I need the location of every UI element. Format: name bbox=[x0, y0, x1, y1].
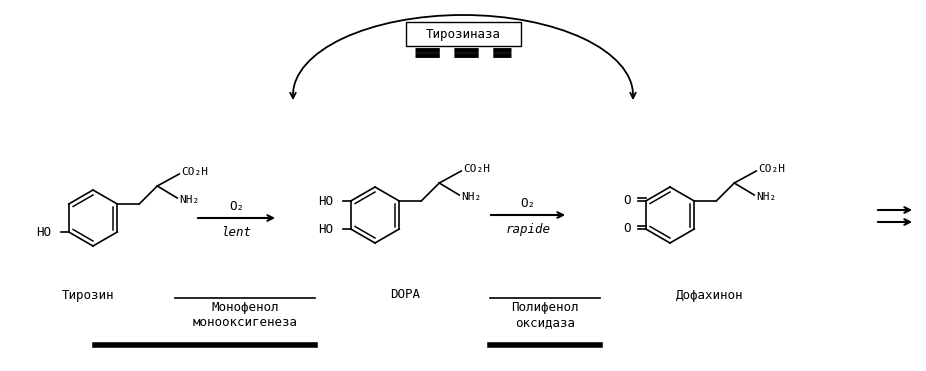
Text: Полифенол: Полифенол bbox=[511, 302, 579, 315]
Text: Тирозиназа: Тирозиназа bbox=[426, 27, 500, 40]
Text: O₂: O₂ bbox=[229, 200, 244, 213]
Text: Тирозин: Тирозин bbox=[62, 289, 114, 302]
Text: lent: lent bbox=[221, 226, 252, 239]
Text: оксидаза: оксидаза bbox=[515, 316, 575, 329]
Text: монооксигенеза: монооксигенеза bbox=[193, 316, 297, 329]
Text: DOPA: DOPA bbox=[390, 289, 420, 302]
Text: HO: HO bbox=[318, 223, 332, 236]
Text: CO₂H: CO₂H bbox=[463, 164, 490, 174]
Text: CO₂H: CO₂H bbox=[758, 164, 785, 174]
Text: O: O bbox=[623, 221, 631, 234]
Text: HO: HO bbox=[36, 226, 51, 239]
Text: HO: HO bbox=[318, 194, 332, 207]
Text: O₂: O₂ bbox=[520, 197, 535, 210]
Bar bbox=[406, 22, 520, 46]
Text: NH₂: NH₂ bbox=[461, 192, 482, 202]
Text: Монофенол: Монофенол bbox=[211, 302, 279, 315]
Text: rapide: rapide bbox=[506, 223, 550, 236]
Text: O: O bbox=[623, 194, 631, 207]
Text: NH₂: NH₂ bbox=[757, 192, 777, 202]
Text: CO₂H: CO₂H bbox=[181, 167, 208, 177]
Text: NH₂: NH₂ bbox=[180, 195, 199, 205]
Text: Дофахинон: Дофахинон bbox=[676, 289, 744, 302]
